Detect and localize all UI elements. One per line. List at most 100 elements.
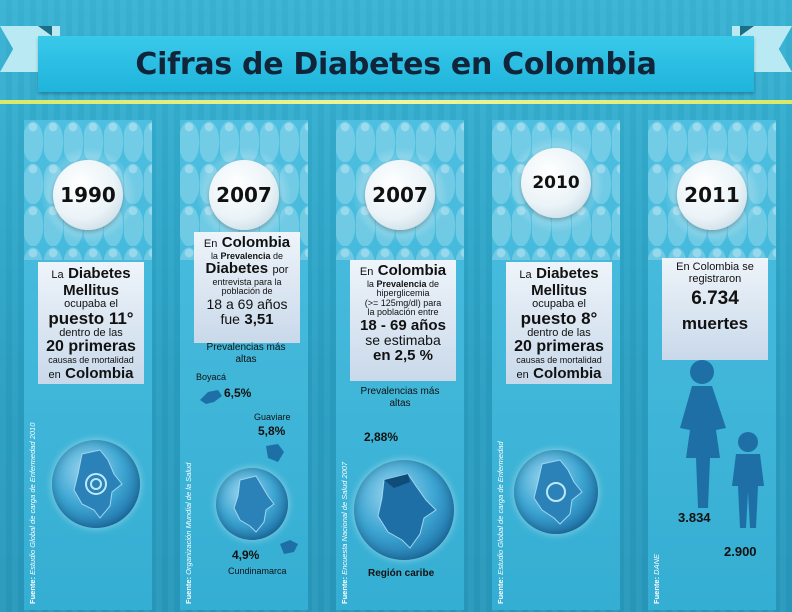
globe-colombia-map	[216, 468, 288, 540]
text-line: fue	[220, 310, 240, 327]
text-line: en	[516, 368, 529, 381]
region-value: 6,5%	[224, 386, 252, 400]
year-badge: 2007	[209, 160, 279, 230]
ribbon-fold-right	[740, 26, 754, 36]
text-line: la	[366, 278, 374, 289]
text-line: La	[519, 269, 532, 281]
text-line: (>= 125mg/dl) para	[364, 297, 442, 308]
text-line: dentro de las	[59, 326, 123, 339]
source-label: Fuente:	[652, 576, 661, 604]
year-badge: 1990	[53, 160, 123, 230]
region-value: 5,8%	[258, 424, 286, 438]
year-label: 2007	[372, 183, 428, 207]
info-box: La Diabetes Mellitus ocupaba el puesto 1…	[38, 262, 144, 384]
text-line: la población entre	[367, 307, 439, 318]
year-label: 2007	[216, 183, 272, 207]
colombia-map-icon	[73, 449, 123, 519]
text-line: población de	[221, 286, 273, 297]
region-value: 2,88%	[364, 430, 399, 444]
text-line: la	[210, 250, 218, 261]
info-box: En Colombia se registraron 6.734 muertes	[662, 258, 768, 360]
text-line: de	[273, 250, 284, 261]
year-badge: 2010	[521, 148, 591, 218]
column-1990: 1990 La Diabetes Mellitus ocupaba el pue…	[24, 120, 152, 610]
source-text: DANE	[652, 553, 661, 575]
text-line: causas de mortalidad	[516, 355, 602, 366]
globe-colombia-map	[354, 460, 454, 560]
text-line: en 2,5 %	[372, 346, 434, 364]
globe-colombia-map	[52, 440, 140, 528]
info-box: En Colombia la Prevalencia de hiperglice…	[350, 260, 456, 381]
colombia-map-icon	[377, 473, 437, 549]
text-line: 20 primeras	[46, 338, 136, 356]
boyaca-map-icon	[200, 390, 222, 404]
text-line: Diabetes	[68, 265, 131, 282]
text-line: ocupaba el	[64, 297, 118, 310]
text-line: Prevalencia	[376, 278, 427, 289]
title-banner: Cifras de Diabetes en Colombia	[38, 36, 754, 92]
text-line: por	[272, 264, 289, 277]
text-line: 18 - 69 años	[360, 316, 446, 334]
text-line: Diabetes	[536, 265, 599, 282]
prevalence-title: Prevalencias más altas	[206, 342, 286, 365]
text-line: Prevalencia	[220, 250, 271, 261]
source-label: Fuente:	[340, 576, 349, 604]
source-text: Encuesta Nacional de Salud 2007	[340, 461, 349, 575]
colombia-map-icon	[233, 475, 275, 533]
text-line: hiperglicemia	[376, 288, 430, 299]
text-line: 18 a 69 años	[206, 295, 288, 312]
source-text: Estudio Global de carga de Enfermedad 20…	[28, 422, 37, 575]
text-line: Colombia	[65, 364, 134, 382]
info-box: En Colombia la Prevalencia de Diabetes p…	[194, 232, 300, 343]
column-2007-ens: 2007 En Colombia la Prevalencia de hiper…	[336, 120, 464, 610]
divider-line	[0, 100, 792, 104]
text-line: dentro de las	[527, 326, 591, 339]
text-line: Mellitus	[531, 281, 587, 299]
page-title: Cifras de Diabetes en Colombia	[135, 46, 657, 82]
year-label: 2010	[532, 173, 580, 193]
text-line: Colombia	[533, 364, 602, 382]
region-name: Boyacá	[196, 372, 227, 382]
column-2007-oms: 2007 En Colombia la Prevalencia de Diabe…	[180, 120, 308, 610]
source-note: Fuente: Encuesta Nacional de Salud 2007	[339, 304, 349, 604]
text-line: en	[48, 368, 61, 381]
source-note: Fuente: Organización Mundial de la Salud	[183, 304, 193, 604]
text-line: 20 primeras	[514, 338, 604, 356]
text-line: Diabetes	[205, 260, 269, 278]
text-line: Colombia	[221, 234, 291, 251]
source-label: Fuente:	[496, 576, 505, 604]
region-name: Región caribe	[368, 568, 435, 579]
region-value: 4,9%	[232, 548, 260, 562]
text-line: puesto 11°	[48, 309, 134, 329]
colombia-map-icon	[533, 459, 583, 525]
deaths-men: 2.900	[724, 544, 757, 559]
text-line: Colombia	[377, 262, 447, 279]
text-line: puesto 8°	[520, 309, 598, 329]
text-line: La	[51, 269, 64, 281]
region-name: Guaviare	[254, 412, 291, 422]
woman-and-man-figures	[680, 360, 764, 528]
source-note: Fuente: DANE	[651, 304, 661, 604]
text-line: se estimaba	[365, 332, 441, 349]
source-label: Fuente:	[28, 576, 37, 604]
text-line: En	[359, 266, 374, 278]
source-note: Fuente: Estudio Global de carga de Enfer…	[27, 304, 37, 604]
text-line: registraron	[688, 272, 742, 285]
text-line: muertes	[681, 314, 749, 334]
text-line: Mellitus	[63, 281, 119, 299]
source-text: Organización Mundial de la Salud	[184, 462, 193, 575]
prevalence-title: Prevalencias más altas	[360, 386, 440, 409]
globe-colombia-map	[514, 450, 598, 534]
ribbon-fold-left	[38, 26, 52, 36]
text-line: 3,51	[244, 310, 274, 328]
year-label: 2011	[684, 183, 740, 207]
column-2011: 2011 En Colombia se registraron 6.734 mu…	[648, 120, 776, 610]
cundinamarca-map-icon	[280, 540, 298, 554]
text-line: En	[203, 238, 218, 250]
column-2010: 2010 La Diabetes Mellitus ocupaba el pue…	[492, 120, 620, 610]
info-box: La Diabetes Mellitus ocupaba el puesto 8…	[506, 262, 612, 384]
year-label: 1990	[60, 183, 116, 207]
text-line: entrevista para la	[212, 277, 282, 288]
woman-icon	[680, 360, 726, 508]
source-text: Estudio Global de carga de Enfermedad	[496, 441, 505, 575]
